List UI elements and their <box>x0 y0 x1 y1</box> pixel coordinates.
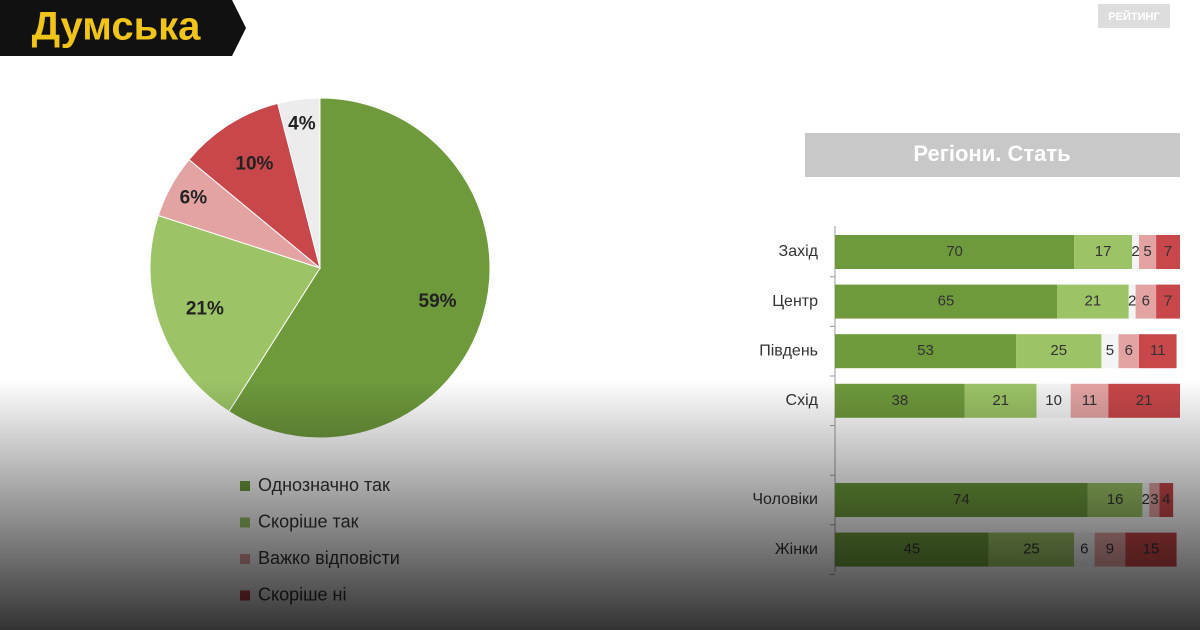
data-label: 4% <box>288 114 316 135</box>
data-label: 70 <box>946 243 963 260</box>
y-tick-label: Центр <box>772 293 818 310</box>
logo: Думська <box>32 5 202 49</box>
data-label: 6 <box>1142 293 1150 310</box>
data-label: 2 <box>1128 293 1136 310</box>
bar-segment <box>1128 284 1136 319</box>
bar-segment <box>1101 334 1119 369</box>
chart-title: Регіони. Стать <box>913 141 1070 166</box>
data-label: 10% <box>235 154 273 175</box>
source-badge <box>1098 4 1170 28</box>
bar-segment <box>1074 235 1133 269</box>
bar-segment <box>835 284 1058 319</box>
bar-segment <box>1156 235 1180 269</box>
logo-badge <box>0 0 246 56</box>
data-label: 5 <box>1143 243 1151 260</box>
data-label: 2 <box>1131 243 1139 260</box>
data-label: 11 <box>1150 342 1166 359</box>
title-box <box>805 133 1180 177</box>
data-label: 6% <box>180 187 208 208</box>
bar-segment <box>1118 334 1140 369</box>
data-label: 21% <box>186 298 224 319</box>
pie-slice <box>277 97 321 269</box>
data-label: 21 <box>1085 293 1102 310</box>
overlay <box>0 380 1200 630</box>
data-label: 7 <box>1164 243 1172 260</box>
bar-segment <box>1156 284 1180 319</box>
bar-segment <box>835 235 1075 269</box>
bar-segment <box>1057 284 1129 319</box>
source: РЕЙТИНГ <box>1108 10 1160 23</box>
bar-segment <box>835 334 1017 369</box>
data-label: 17 <box>1095 243 1112 260</box>
bar-segment <box>1139 334 1177 369</box>
data-label: 7 <box>1164 293 1172 310</box>
data-label: 53 <box>917 342 934 359</box>
bar-segment <box>1016 334 1102 369</box>
pie-slice <box>188 102 321 270</box>
bar-segment <box>1135 284 1157 319</box>
data-label: 25 <box>1050 342 1067 359</box>
data-label: 6 <box>1125 342 1133 359</box>
data-label: 65 <box>938 293 955 310</box>
bar-segment <box>1139 235 1157 269</box>
data-label: 59% <box>419 291 457 312</box>
data-label: 5 <box>1106 342 1114 359</box>
y-tick-label: Захід <box>779 243 819 260</box>
bar-segment <box>1132 235 1140 269</box>
y-tick-label: Південь <box>759 342 818 359</box>
